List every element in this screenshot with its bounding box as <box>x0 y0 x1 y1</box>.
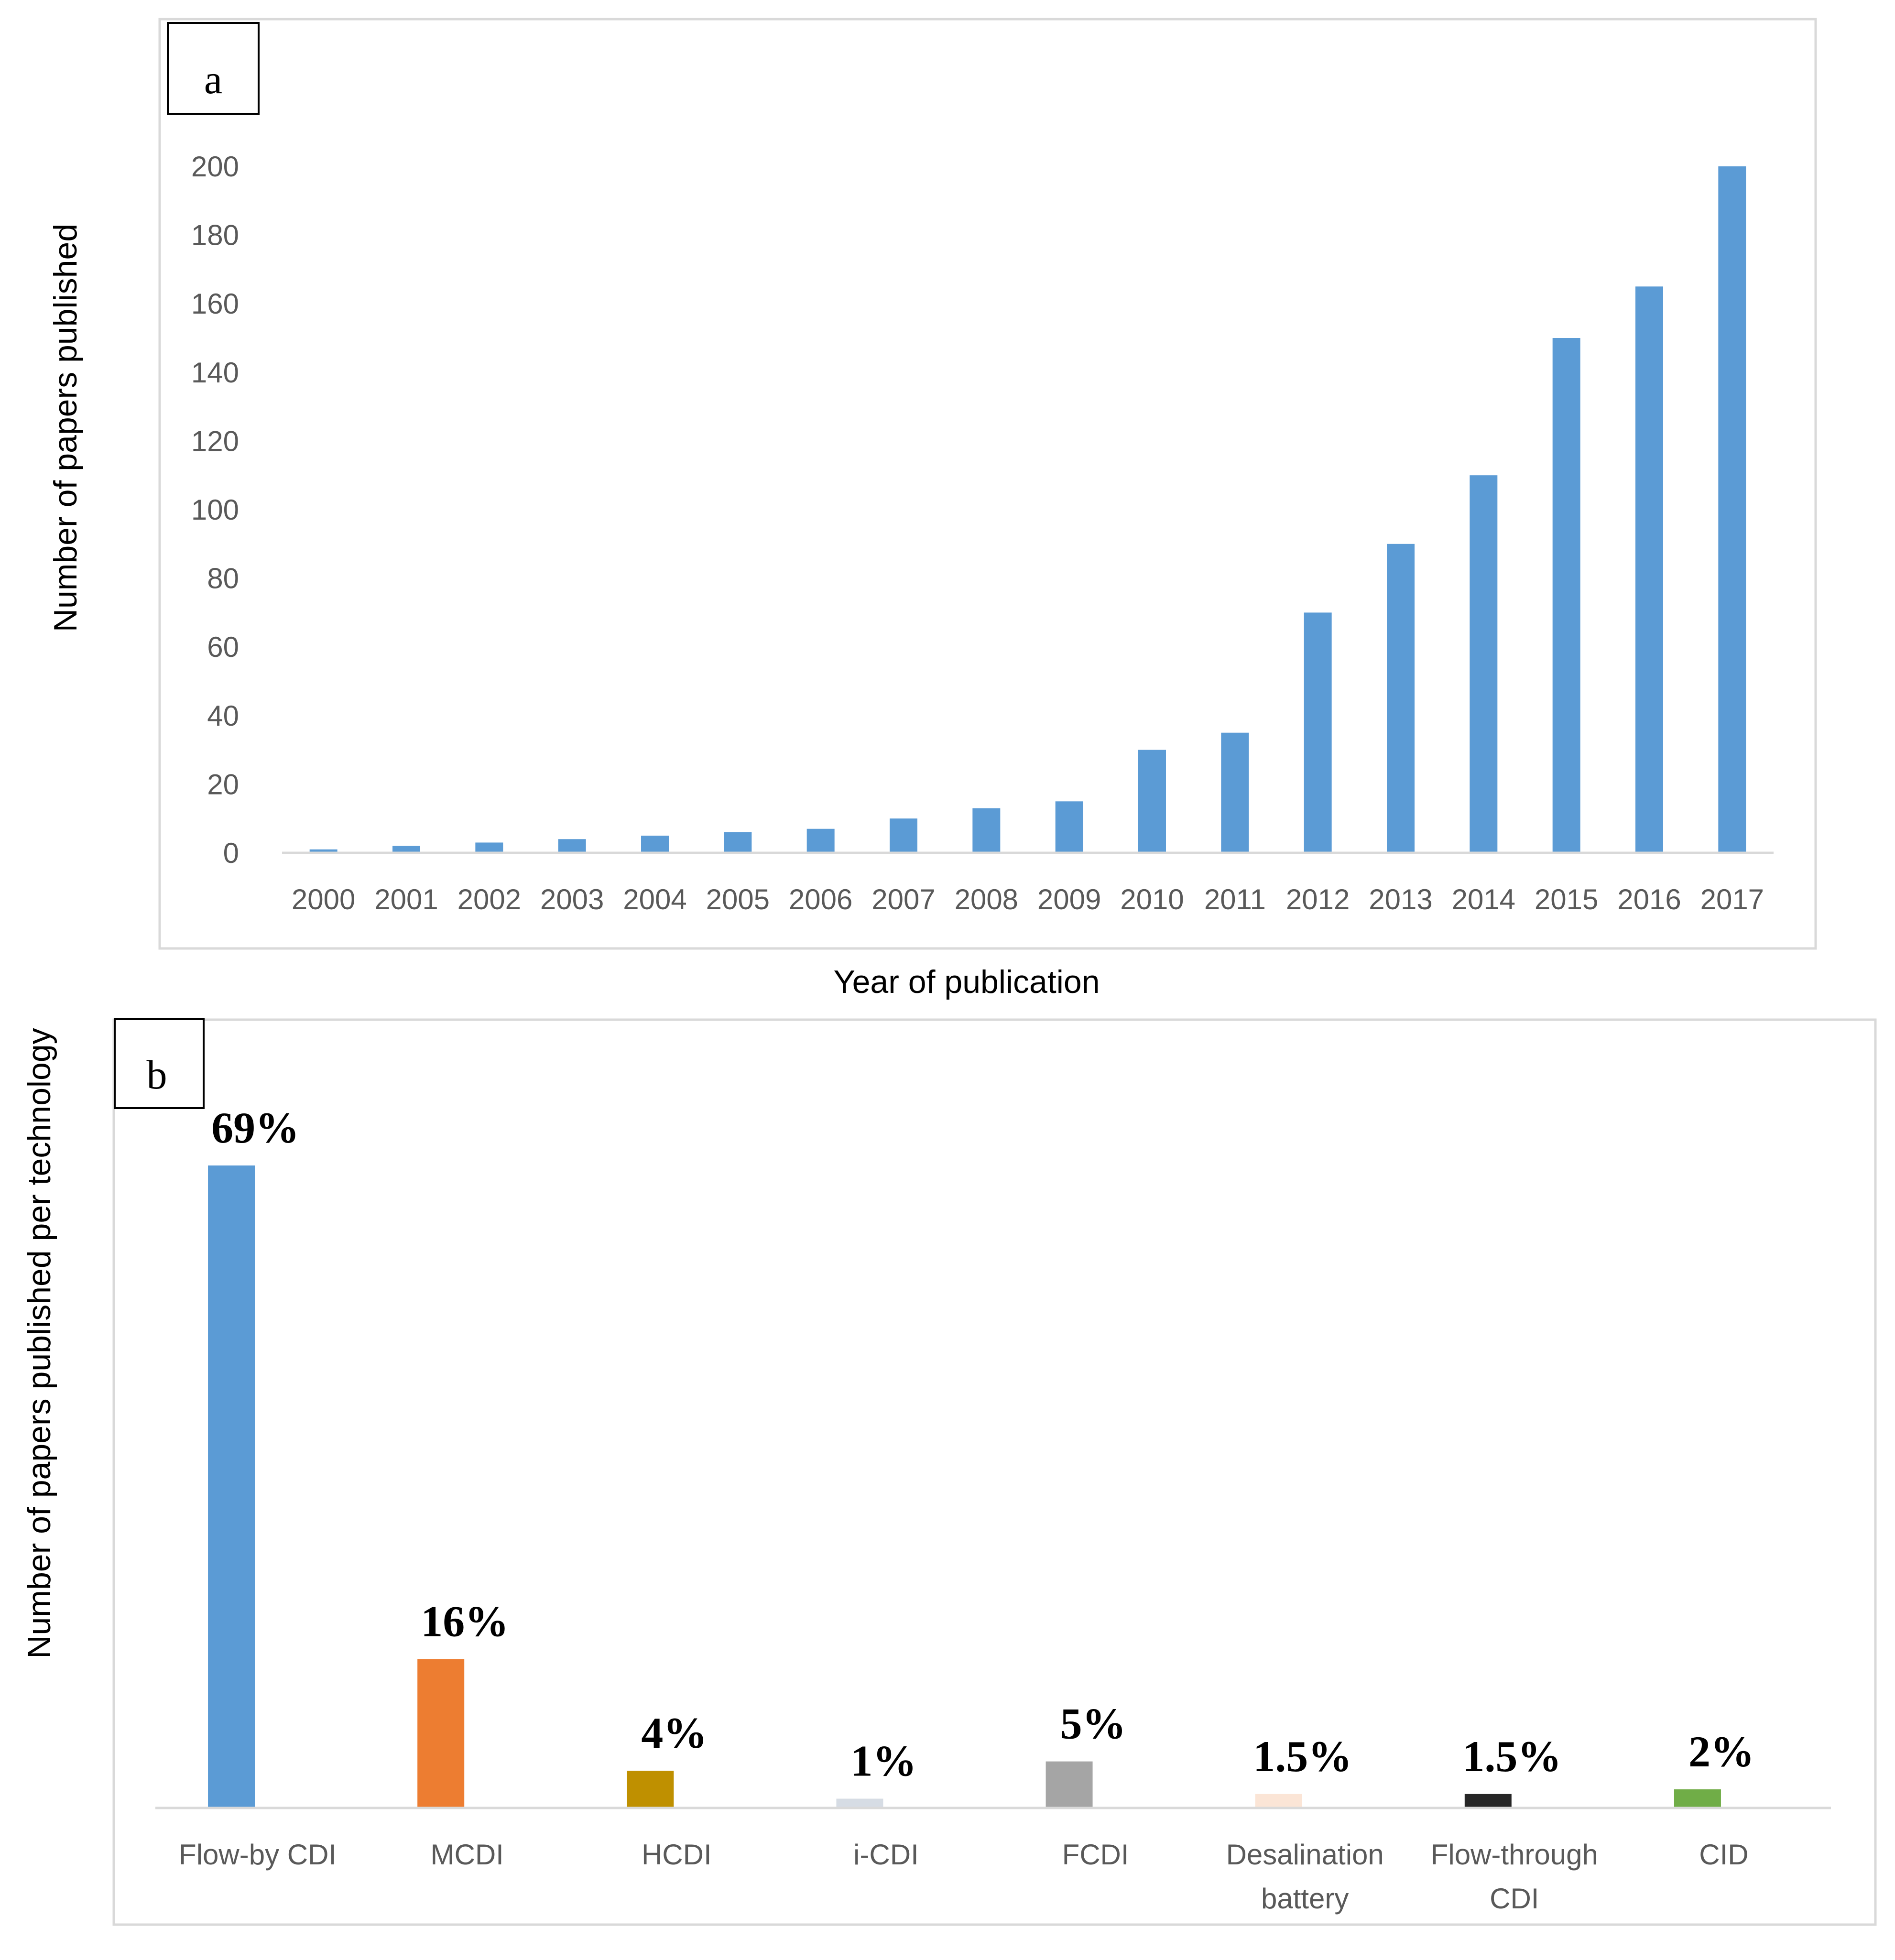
panel-a-bar-2004 <box>641 836 669 853</box>
panel-a-frame <box>158 18 1817 950</box>
panel-b-bar <box>836 1798 883 1808</box>
panel-b-bar <box>1674 1789 1721 1808</box>
panel-a-bar-2001 <box>392 846 420 853</box>
panel-a-y-tick-label: 140 <box>191 357 239 389</box>
panel-b-percent-label: 5% <box>1060 1699 1126 1748</box>
panel-b-bar <box>1255 1794 1302 1808</box>
panel-b-label-box <box>114 1018 205 1109</box>
panel-a-x-tick-label: 2010 <box>1120 883 1184 915</box>
panel-b-x-tick-label: MCDI <box>431 1839 504 1871</box>
panel-b-bar <box>417 1659 465 1808</box>
panel-b-x-tick-label: Desalination <box>1226 1839 1384 1871</box>
panel-a-x-tick-label: 2009 <box>1037 883 1101 915</box>
panel-b-percent-label: 2% <box>1688 1727 1754 1776</box>
panel-a-x-tick-label: 2014 <box>1452 883 1515 915</box>
panel-a-y-tick-label: 200 <box>191 151 239 183</box>
panel-b-percent-labels: 69% 16% 4% 1% 5% 1.5% 1.5% 2% <box>211 1103 1754 1786</box>
panel-a-y-tick-label: 60 <box>207 631 239 663</box>
panel-a-x-tick-label: 2004 <box>623 883 686 915</box>
panel-a-x-ticks: 2000 2001 2002 2003 2004 2005 2006 2007 2008 2009… <box>292 883 1764 915</box>
panel-b-x-tick-label: Flow-through <box>1431 1839 1598 1871</box>
panel-a-bar-2017 <box>1718 166 1746 853</box>
panel-b-x-tick-label: CID <box>1699 1839 1748 1871</box>
panel-b-label: b <box>147 1052 167 1098</box>
panel-a-y-ticks: 0 20 40 60 80 100 120 140 160 180 200 <box>191 151 239 869</box>
panel-a-bar-2009 <box>1055 801 1083 853</box>
panel-a-bar-2011 <box>1221 732 1249 853</box>
panel-a-bar-2015 <box>1552 338 1580 853</box>
panel-b-bars <box>208 1165 1721 1808</box>
panel-b-percent-label: 4% <box>641 1709 707 1757</box>
panel-b-bar <box>627 1771 674 1808</box>
panel-b-bar <box>208 1165 255 1808</box>
panel-a-y-tick-label: 100 <box>191 494 239 526</box>
panel-b-percent-label: 1.5% <box>1253 1732 1352 1781</box>
panel-a-bar-2000 <box>309 849 338 853</box>
panel-a-x-tick-label: 2011 <box>1204 883 1266 915</box>
panel-a-x-tick-label: 2013 <box>1369 883 1432 915</box>
panel-a-x-tick-label: 2000 <box>292 883 355 915</box>
panel-b-bar <box>1046 1761 1093 1808</box>
panel-b-x-ticks: Flow-by CDI MCDI HCDI i-CDI FCDI Desalination… <box>179 1839 1749 1915</box>
panel-a-y-tick-label: 20 <box>207 768 239 800</box>
panel-a-bar-2008 <box>972 808 1001 853</box>
panel-b-x-tick-label-line2: CDI <box>1490 1883 1539 1915</box>
panel-b-x-tick-label: i-CDI <box>853 1839 919 1871</box>
panel-a-y-title: Number of papers published <box>47 224 84 632</box>
panel-a-bar-2016 <box>1635 286 1663 853</box>
panel-a-bar-2012 <box>1304 612 1332 853</box>
panel-a-x-tick-label: 2015 <box>1535 883 1598 915</box>
panel-a-y-tick-label: 0 <box>223 837 239 869</box>
panel-b-x-tick-label: Flow-by CDI <box>179 1839 337 1871</box>
panel-a-bar-2010 <box>1138 750 1166 853</box>
panel-a-y-tick-label: 80 <box>207 563 239 595</box>
panel-a-bar-2007 <box>890 818 917 853</box>
panel-a-x-title: Year of publication <box>833 964 1100 1000</box>
panel-a-y-tick-label: 160 <box>191 288 239 320</box>
panel-b-y-title: Number of papers published per technolog… <box>21 1028 57 1658</box>
panel-b-x-tick-label: FCDI <box>1062 1839 1129 1871</box>
panel-a-bar-2005 <box>724 832 752 853</box>
panel-b-frame <box>112 1018 1877 1926</box>
panel-a-bar-2002 <box>475 842 503 853</box>
panel-a-bar-2003 <box>558 839 586 853</box>
panel-a-label: a <box>204 56 222 102</box>
panel-a-x-tick-label: 2003 <box>540 883 604 915</box>
panel-a-bars <box>309 166 1746 853</box>
panel-a-x-tick-label: 2012 <box>1286 883 1350 915</box>
panel-a-bar-2013 <box>1387 544 1415 853</box>
panel-a-y-tick-label: 120 <box>191 425 239 457</box>
panel-a-x-tick-label: 2001 <box>374 883 438 915</box>
panel-a-x-tick-label: 2016 <box>1617 883 1681 915</box>
panel-b-percent-label: 1.5% <box>1462 1732 1561 1781</box>
panel-a-x-tick-label: 2008 <box>955 883 1018 915</box>
panel-a-x-tick-label: 2005 <box>706 883 770 915</box>
panel-b-bar <box>1464 1794 1512 1808</box>
panel-a-bar-2006 <box>806 828 835 853</box>
panel-a-x-tick-label: 2007 <box>871 883 935 915</box>
panel-a-x-tick-label: 2017 <box>1700 883 1764 915</box>
panel-b-x-tick-label: HCDI <box>642 1839 712 1871</box>
panel-a-y-tick-label: 180 <box>191 219 239 251</box>
panel-b-x-tick-label-line2: battery <box>1261 1883 1349 1915</box>
panel-b-percent-label: 16% <box>421 1597 509 1645</box>
panel-a-bar-2014 <box>1470 475 1498 853</box>
panel-b-percent-label: 1% <box>850 1737 916 1786</box>
panel-a-label-box <box>167 22 260 115</box>
panel-b-percent-label: 69% <box>211 1103 299 1152</box>
panel-a-x-tick-label: 2002 <box>457 883 521 915</box>
panel-a-y-tick-label: 40 <box>207 700 239 732</box>
panel-a-x-tick-label: 2006 <box>789 883 852 915</box>
